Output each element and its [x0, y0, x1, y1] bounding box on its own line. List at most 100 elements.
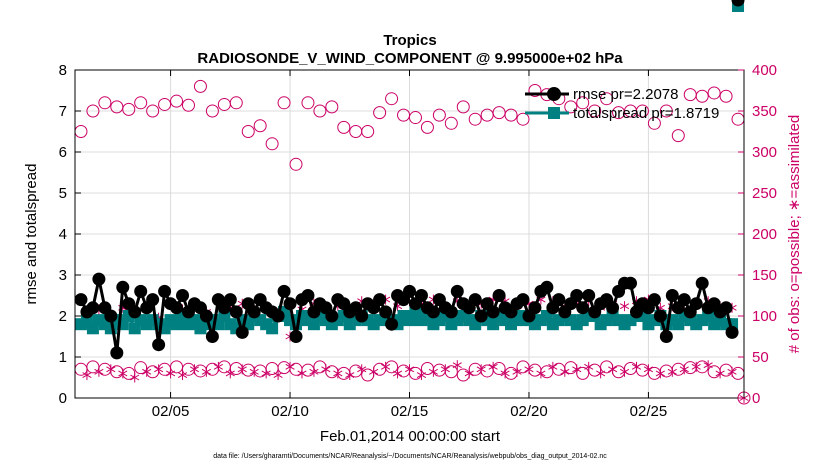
y-tick-label-left: 3 — [59, 267, 67, 284]
obs-possible-marker — [432, 108, 446, 122]
x-tick-label: 02/10 — [271, 403, 309, 420]
obs-possible-marker — [635, 104, 649, 118]
obs-assimilated-marker — [142, 366, 152, 377]
obs-assimilated-marker — [118, 368, 128, 379]
y-tick-label-right: 200 — [752, 226, 777, 243]
obs-assimilated-marker — [165, 368, 176, 379]
chart-subtitle: RADIOSONDE_V_WIND_COMPONENT @ 9.995000e+… — [197, 50, 623, 67]
y-tick-label-right: 0 — [752, 390, 760, 407]
obs-possible-marker — [146, 365, 160, 379]
rmse-point — [110, 346, 124, 360]
rmse-point — [576, 301, 590, 315]
obs-possible-marker — [337, 366, 351, 380]
obs-possible-marker — [408, 111, 422, 125]
obs-assimilated-marker — [357, 364, 367, 375]
obs-possible-marker — [337, 120, 351, 134]
obs-possible-marker — [98, 362, 112, 376]
obs-assimilated-marker — [667, 366, 677, 377]
obs-possible-marker — [361, 125, 375, 138]
rmse-point — [486, 305, 500, 319]
rmse-point — [355, 309, 369, 323]
rmse-point — [74, 293, 88, 307]
rmse-point — [205, 330, 219, 343]
obs-possible-marker — [564, 361, 578, 375]
obs-possible-marker — [647, 116, 661, 130]
obs-possible-marker — [349, 125, 363, 138]
y-axis-label-right: # of obs: o=possible; ∗=assimilated — [786, 115, 803, 354]
rmse-point — [235, 325, 249, 339]
obs-possible-marker — [110, 365, 124, 379]
y-tick-label-right: 50 — [752, 349, 769, 366]
y-tick-label-right: 150 — [752, 267, 777, 284]
obs-possible-marker — [408, 366, 422, 380]
rmse-point — [647, 293, 661, 307]
obs-assimilated-marker — [416, 370, 427, 381]
obs-possible-marker — [134, 96, 148, 110]
rmse-point — [379, 305, 393, 319]
y-axis-label-left: rmse and totalspread — [23, 164, 40, 305]
y-tick-label-left: 5 — [59, 185, 67, 202]
rmse-point — [426, 305, 440, 319]
x-tick-label: 02/20 — [510, 403, 548, 420]
rmse-point — [176, 289, 190, 302]
obs-possible-marker — [468, 362, 482, 376]
obs-assimilated-marker — [261, 368, 271, 379]
legend-spread-label: totalspread pr=1.8719 — [573, 105, 719, 122]
y-tick-label-left: 4 — [59, 226, 67, 243]
obs-assimilated-marker — [177, 370, 188, 381]
rmse-point — [474, 309, 488, 323]
obs-possible-marker — [683, 88, 697, 102]
obs-possible-marker — [277, 96, 291, 110]
y-tick-label-right: 300 — [752, 144, 777, 161]
obs-possible-marker — [325, 365, 339, 379]
obs-possible-marker — [647, 366, 661, 380]
obs-assimilated-marker — [189, 364, 200, 375]
rmse-point — [289, 330, 303, 343]
obs-possible-marker — [695, 89, 709, 103]
rmse-point — [86, 301, 100, 315]
obs-possible-marker — [420, 120, 434, 134]
obs-possible-marker — [576, 96, 590, 110]
rmse-point — [223, 293, 237, 307]
x-tick-label: 02/15 — [391, 403, 429, 420]
obs-possible-marker — [301, 96, 315, 110]
obs-possible-marker — [695, 360, 709, 374]
obs-possible-marker — [122, 366, 136, 380]
obs-assimilated-marker — [476, 364, 486, 375]
obs-assimilated-marker — [643, 364, 654, 375]
obs-assimilated-marker — [309, 366, 319, 377]
obs-assimilated-marker — [691, 361, 701, 372]
rmse-point — [146, 293, 160, 307]
obs-possible-marker — [480, 364, 494, 378]
obs-possible-marker — [181, 98, 195, 112]
obs-possible-marker — [552, 362, 566, 376]
rmse-point — [128, 305, 142, 319]
obs-assimilated-marker — [500, 368, 510, 379]
rmse-point — [516, 293, 530, 307]
obs-assimilated-marker — [321, 364, 331, 375]
rmse-point — [444, 305, 458, 319]
rmse-point — [725, 325, 739, 339]
obs-assimilated-marker — [285, 361, 295, 372]
rmse-point — [247, 305, 261, 319]
obs-assimilated-marker — [608, 364, 618, 375]
obs-assimilated-marker — [584, 361, 594, 372]
obs-possible-marker — [707, 86, 721, 100]
y-tick-label-left: 7 — [59, 103, 67, 120]
obs-assimilated-marker — [440, 364, 450, 375]
obs-possible-marker — [158, 97, 172, 111]
obs-assimilated-marker — [237, 364, 247, 375]
obs-possible-marker — [612, 365, 626, 379]
obs-assimilated-marker — [631, 361, 642, 372]
rmse-point — [373, 293, 387, 307]
legend: rmse pr=2.2078 totalspread pr=1.8719 — [525, 86, 719, 122]
chart-title: Tropics — [383, 32, 436, 49]
rmse-point — [229, 305, 243, 319]
y-tick-label-left: 0 — [59, 390, 67, 407]
rmse-point — [158, 284, 172, 298]
rmse-point — [152, 338, 166, 352]
obs-assimilated-marker — [225, 368, 235, 379]
y-tick-label-left: 8 — [59, 62, 67, 79]
obs-assimilated-marker — [82, 370, 92, 381]
